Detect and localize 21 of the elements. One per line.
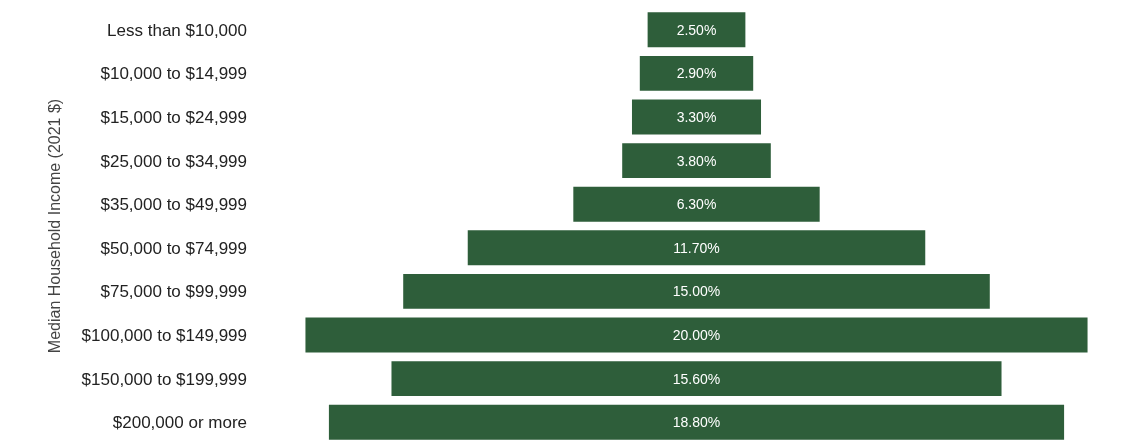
data-label: 2.50% — [676, 21, 717, 38]
category-label: $10,000 to $14,999 — [100, 64, 247, 84]
category-label: $15,000 to $24,999 — [100, 107, 247, 127]
data-label: 3.30% — [676, 109, 717, 125]
data-label: 11.70% — [673, 239, 720, 256]
category-label: $200,000 or more — [112, 413, 247, 433]
category-label: $50,000 to $74,999 — [100, 238, 247, 258]
category-label: $25,000 to $34,999 — [100, 151, 247, 171]
category-label: $35,000 to $49,999 — [100, 195, 247, 215]
data-label: 18.80% — [672, 414, 721, 431]
text: Median Household Income (2021 $) — [46, 98, 64, 354]
category-label: $150,000 to $199,999 — [81, 369, 247, 389]
data-label: 3.80% — [676, 152, 717, 169]
category-label: $75,000 to $99,999 — [100, 282, 247, 302]
data-label: 20.00% — [672, 327, 721, 343]
data-label: 2.90% — [676, 65, 717, 82]
data-label: 15.60% — [672, 370, 721, 387]
category-label: $100,000 to $149,999 — [81, 325, 247, 345]
data-label: 15.00% — [672, 283, 721, 300]
category-label: Less than $10,000 — [107, 20, 247, 40]
data-label: 6.30% — [676, 196, 717, 213]
